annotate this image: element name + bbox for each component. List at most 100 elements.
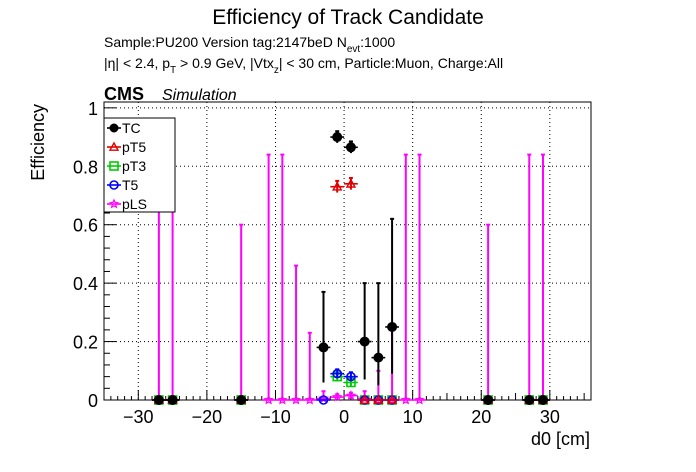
data-point-t5 bbox=[316, 395, 331, 405]
data-point-tc bbox=[330, 130, 345, 143]
marker-open-circle bbox=[332, 368, 343, 379]
data-point-pt5 bbox=[357, 394, 372, 404]
marker-filled-circle bbox=[318, 342, 329, 353]
marker-open-triangle bbox=[345, 178, 357, 188]
data-point-pls bbox=[481, 223, 495, 405]
data-point-pt5 bbox=[344, 176, 358, 190]
y-tick-label: 1 bbox=[88, 99, 98, 119]
marker-filled-circle bbox=[537, 395, 548, 405]
data-point-t5 bbox=[344, 371, 358, 382]
data-point-pls bbox=[344, 389, 358, 401]
data-point-pls bbox=[289, 264, 303, 405]
x-axis-label: d0 [cm] bbox=[531, 429, 590, 449]
legend-entry-pt5: pT5 bbox=[107, 139, 146, 155]
data-point-pls bbox=[234, 223, 249, 405]
x-tick-label: 10 bbox=[403, 407, 423, 427]
sample-info: Sample:PU200 Version tag:2147beD Nevt:10… bbox=[104, 34, 395, 55]
sample-info-tail: :1000 bbox=[360, 34, 395, 50]
marker-filled-circle bbox=[332, 132, 343, 143]
marker-filled-circle bbox=[345, 142, 356, 153]
marker-open-triangle bbox=[386, 394, 398, 404]
marker-filled-circle bbox=[167, 395, 178, 405]
data-point-tc bbox=[357, 282, 372, 380]
x-tick-label: −30 bbox=[123, 407, 154, 427]
marker-filled-circle bbox=[524, 395, 535, 405]
grid-lines bbox=[104, 102, 591, 401]
marker-filled-circle bbox=[109, 123, 119, 133]
sample-info-sub: evt bbox=[347, 44, 361, 55]
legend-entry-tc: TC bbox=[107, 120, 141, 136]
x-tick-label: −10 bbox=[260, 407, 291, 427]
data-point-tc bbox=[371, 282, 386, 386]
simulation-label: Simulation bbox=[162, 87, 237, 104]
marker-open-triangle bbox=[332, 181, 343, 191]
marker-open-star bbox=[400, 394, 412, 405]
x-tick-labels: −30 −20 −10 0 10 20 30 bbox=[123, 407, 560, 427]
cuts-part-c: | < 30 cm, Particle:Muon, Charge:All bbox=[279, 55, 503, 71]
marker-open-star bbox=[263, 394, 274, 405]
data-point-tc bbox=[165, 395, 180, 405]
marker-open-circle bbox=[109, 180, 119, 190]
marker-open-star bbox=[373, 394, 384, 405]
data-series bbox=[152, 130, 550, 405]
data-point-tc bbox=[522, 395, 537, 405]
marker-open-triangle bbox=[373, 394, 384, 404]
data-point-pls bbox=[522, 153, 537, 405]
cuts-part-b: > 0.9 GeV, |Vtx bbox=[176, 55, 274, 71]
data-point-tc bbox=[316, 290, 331, 383]
x-tick-label: 0 bbox=[339, 407, 349, 427]
data-point-pls bbox=[330, 391, 345, 402]
legend-label: T5 bbox=[122, 177, 139, 193]
data-point-tc bbox=[344, 140, 358, 154]
marker-open-star bbox=[304, 394, 316, 405]
legend-label: pLS bbox=[122, 196, 147, 212]
marker-open-star bbox=[414, 394, 425, 405]
data-point-pls bbox=[536, 153, 550, 405]
marker-open-star bbox=[331, 391, 343, 402]
marker-filled-circle bbox=[373, 352, 384, 363]
data-point-pls bbox=[398, 153, 413, 405]
data-point-tc bbox=[481, 395, 495, 405]
cuts-sub-b: z bbox=[274, 65, 279, 76]
marker-open-circle bbox=[318, 395, 329, 405]
data-point-tc bbox=[385, 217, 399, 374]
data-point-tc bbox=[152, 395, 166, 405]
marker-open-star bbox=[108, 198, 120, 209]
data-point-pls bbox=[412, 153, 427, 405]
legend-label: pT3 bbox=[122, 158, 146, 174]
legend-label: TC bbox=[122, 120, 141, 136]
x-tick-label: −20 bbox=[192, 407, 223, 427]
x-tick-label: 20 bbox=[471, 407, 491, 427]
marker-filled-circle bbox=[387, 321, 398, 332]
sample-info-main: Sample:PU200 Version tag:2147beD N bbox=[104, 34, 347, 50]
series-pt5 bbox=[152, 176, 550, 404]
marker-open-triangle bbox=[108, 141, 120, 151]
legend-entry-pls: pLS bbox=[107, 196, 147, 212]
y-tick-label: 0.4 bbox=[73, 274, 98, 294]
marker-filled-circle bbox=[483, 395, 494, 405]
data-point-pls bbox=[261, 153, 276, 405]
data-point-pls bbox=[275, 153, 290, 405]
cms-label: CMS bbox=[104, 84, 144, 104]
data-point-pt5 bbox=[371, 394, 386, 404]
data-point-tc bbox=[536, 395, 550, 405]
y-tick-label: 0.8 bbox=[73, 157, 98, 177]
selection-cuts: |η| < 2.4, pT > 0.9 GeV, |Vtxz| < 30 cm,… bbox=[104, 55, 503, 76]
marker-open-circle bbox=[346, 371, 356, 382]
y-tick-label: 0 bbox=[88, 391, 98, 411]
data-point-pt5 bbox=[385, 394, 399, 404]
y-tick-label: 0.6 bbox=[73, 216, 98, 236]
marker-open-star bbox=[386, 394, 398, 405]
marker-filled-circle bbox=[359, 336, 370, 347]
y-tick-labels: 0 0.2 0.4 0.6 0.8 1 bbox=[73, 99, 98, 411]
marker-open-star bbox=[345, 389, 357, 401]
plot-title: Efficiency of Track Candidate bbox=[212, 6, 484, 29]
data-point-t5 bbox=[330, 368, 345, 379]
cuts-sub-a: T bbox=[170, 65, 176, 76]
legend-entry-t5: T5 bbox=[107, 177, 139, 193]
y-axis-label: Efficiency bbox=[28, 104, 48, 181]
data-point-pt5 bbox=[330, 179, 345, 193]
plot-frame bbox=[103, 101, 592, 401]
legend-label: pT5 bbox=[122, 139, 146, 155]
